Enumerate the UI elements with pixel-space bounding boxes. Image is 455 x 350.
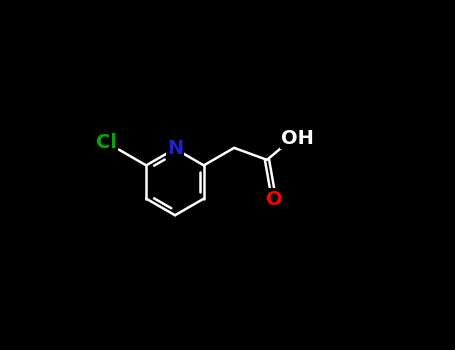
Text: Cl: Cl [96, 133, 117, 152]
Text: N: N [167, 139, 183, 158]
Text: OH: OH [281, 129, 314, 148]
Text: O: O [266, 190, 282, 209]
